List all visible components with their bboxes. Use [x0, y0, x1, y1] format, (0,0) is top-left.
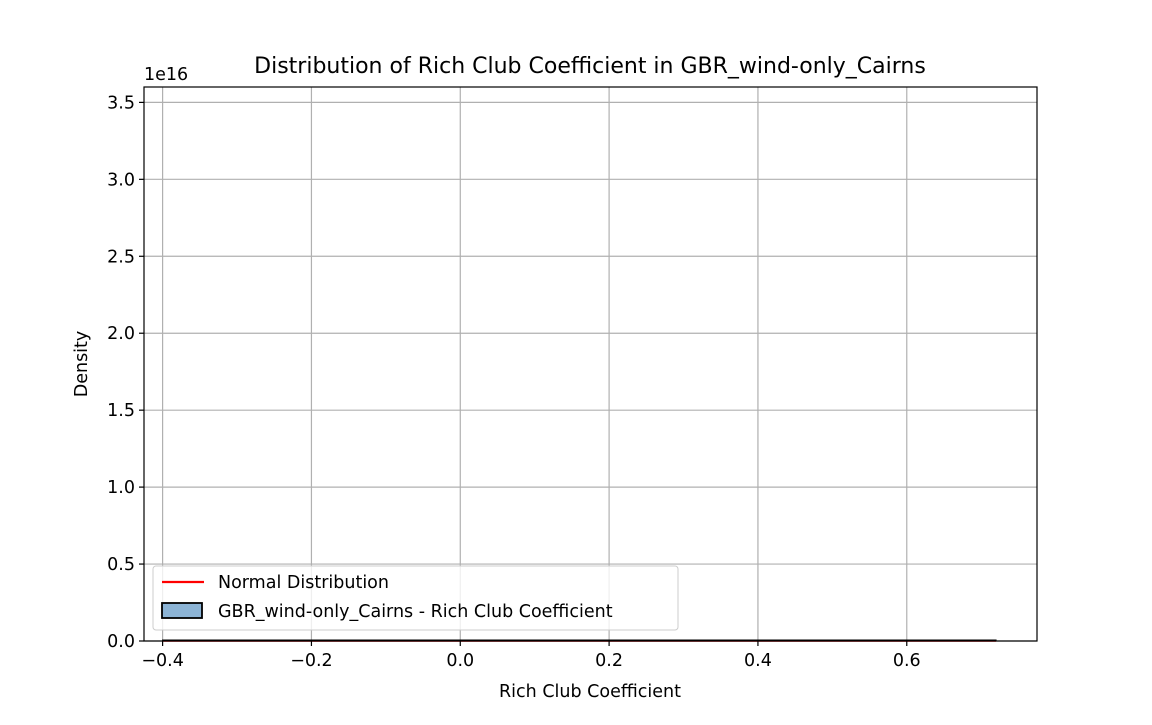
y-tick-label: 2.5	[107, 247, 135, 267]
legend-label-histogram: GBR_wind-only_Cairns - Rich Club Coeffic…	[218, 602, 613, 622]
y-tick-label: 1.0	[107, 478, 135, 498]
x-tick-label: 0.4	[744, 651, 772, 671]
x-axis-label: Rich Club Coefficient	[499, 682, 681, 702]
y-tick-label: 2.0	[107, 324, 135, 344]
plot-frame	[143, 86, 1038, 642]
grid	[144, 87, 1037, 642]
x-tick-label: 0.6	[893, 651, 921, 671]
legend-box	[152, 565, 679, 631]
legend: Normal Distribution GBR_wind-only_Cairns…	[152, 565, 679, 631]
y-tick-label: 3.0	[107, 170, 135, 190]
x-tick-label: −0.4	[141, 651, 184, 671]
x-tick-label: −0.2	[290, 651, 333, 671]
plot-area	[144, 87, 1037, 641]
chart-title: Distribution of Rich Club Coefficient in…	[254, 54, 926, 79]
y-tick-label: 1.5	[107, 401, 135, 421]
x-axis-ticks: −0.4 −0.2 0.0 0.2 0.4 0.6	[141, 641, 921, 671]
y-axis-label: Density	[72, 331, 92, 398]
y-tick-label: 3.5	[107, 93, 135, 113]
y-axis-ticks: 0.0 0.5 1.0 1.5 2.0 2.5 3.0 3.5	[107, 93, 144, 652]
y-axis-offset-label: 1e16	[144, 65, 188, 85]
x-tick-label: 0.0	[446, 651, 474, 671]
legend-label-normal: Normal Distribution	[218, 573, 389, 593]
y-tick-label: 0.0	[107, 632, 135, 652]
legend-swatch-histogram	[161, 602, 203, 619]
y-tick-label: 0.5	[107, 555, 135, 575]
x-tick-label: 0.2	[595, 651, 623, 671]
